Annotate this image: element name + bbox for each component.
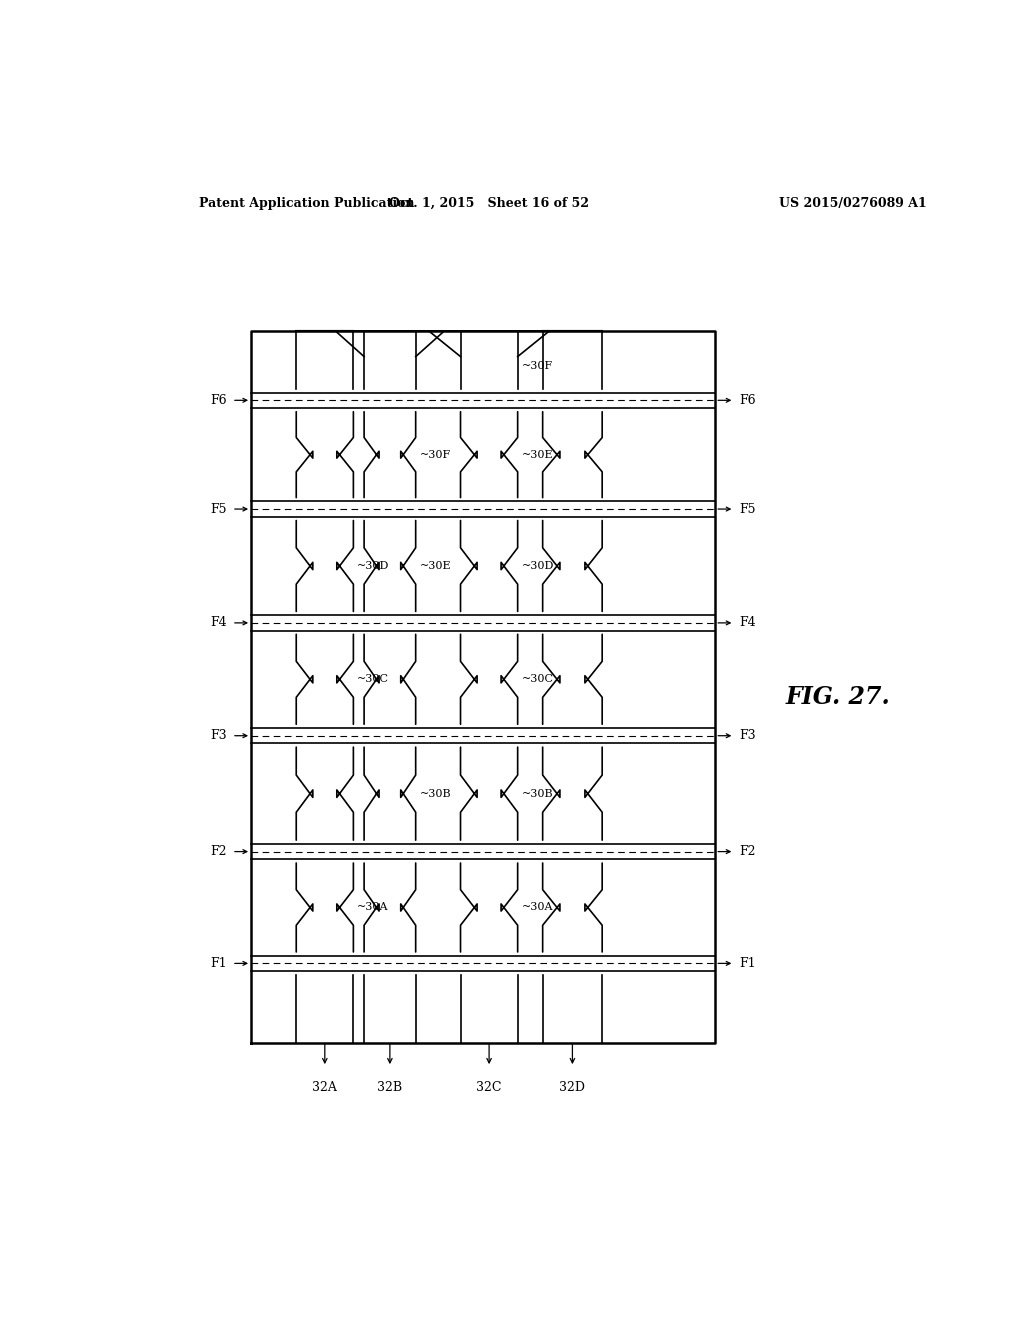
Text: F6: F6 xyxy=(211,393,227,407)
Text: F5: F5 xyxy=(211,503,227,516)
Text: F4: F4 xyxy=(211,616,227,630)
Text: US 2015/0276089 A1: US 2015/0276089 A1 xyxy=(778,197,927,210)
Text: ~30D: ~30D xyxy=(357,561,390,572)
Text: ~30E: ~30E xyxy=(521,450,553,459)
Text: F1: F1 xyxy=(739,957,756,970)
Text: ~30A: ~30A xyxy=(521,903,553,912)
Text: Oct. 1, 2015   Sheet 16 of 52: Oct. 1, 2015 Sheet 16 of 52 xyxy=(389,197,589,210)
Text: ~30F: ~30F xyxy=(420,450,451,459)
Text: 32B: 32B xyxy=(377,1081,402,1094)
Text: F3: F3 xyxy=(739,729,756,742)
Text: F4: F4 xyxy=(739,616,756,630)
Text: FIG. 27.: FIG. 27. xyxy=(785,685,891,709)
Text: F1: F1 xyxy=(211,957,227,970)
Text: ~30C: ~30C xyxy=(357,675,389,684)
Text: ~30E: ~30E xyxy=(420,561,452,572)
Text: ~30A: ~30A xyxy=(357,903,389,912)
Text: Patent Application Publication: Patent Application Publication xyxy=(200,197,415,210)
Text: F6: F6 xyxy=(739,393,756,407)
Text: ~30D: ~30D xyxy=(521,561,554,572)
Text: 32A: 32A xyxy=(312,1081,337,1094)
Text: 32D: 32D xyxy=(559,1081,586,1094)
Text: ~30B: ~30B xyxy=(420,788,452,799)
Text: F2: F2 xyxy=(211,845,227,858)
Text: ~30F: ~30F xyxy=(521,360,553,371)
Text: ~30C: ~30C xyxy=(521,675,554,684)
Text: 32C: 32C xyxy=(476,1081,502,1094)
Text: F3: F3 xyxy=(211,729,227,742)
Text: ~30B: ~30B xyxy=(521,788,553,799)
Text: F5: F5 xyxy=(739,503,756,516)
Text: F2: F2 xyxy=(739,845,756,858)
